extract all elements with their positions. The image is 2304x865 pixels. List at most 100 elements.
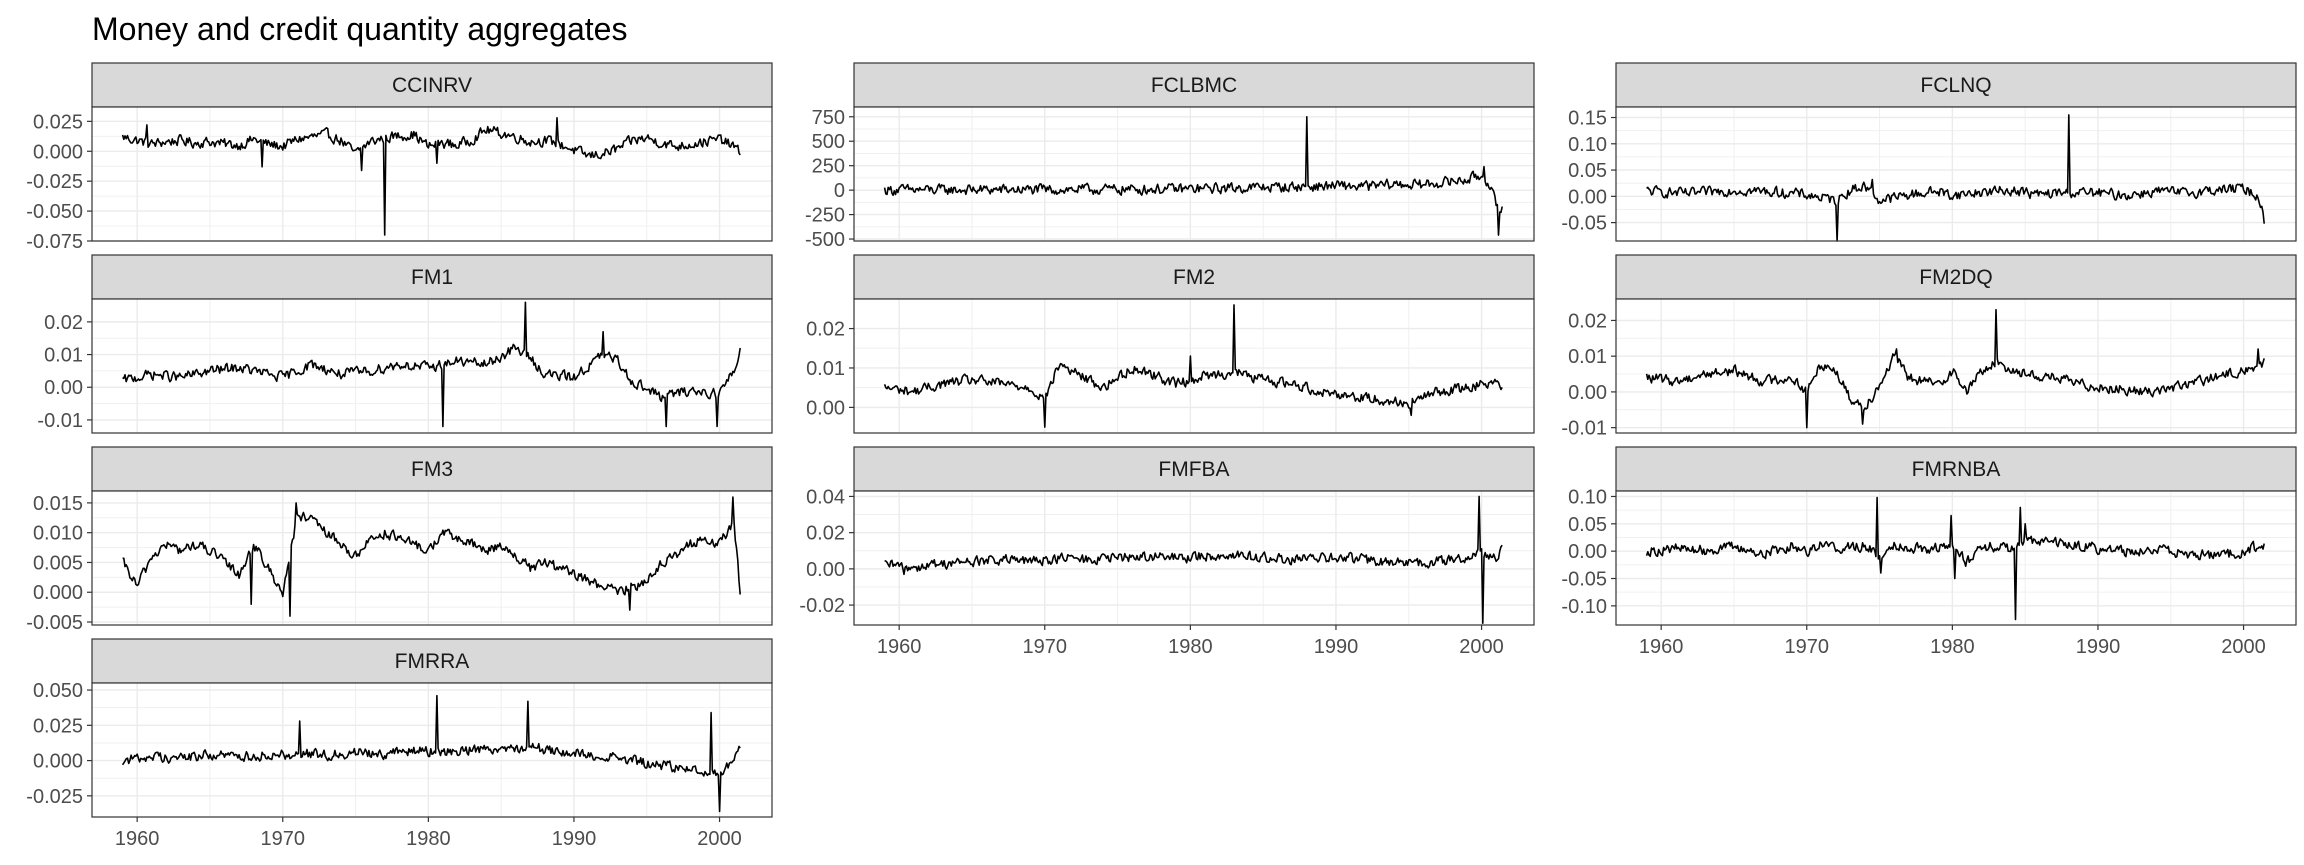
facet-strip-fm1 [91, 254, 773, 300]
y-tick-label: -0.05 [1561, 569, 1607, 591]
y-tick-label: 0.00 [1568, 186, 1607, 208]
y-tick-label: -0.005 [26, 612, 83, 634]
facet-label-fmrnba: FMRNBA [1912, 458, 2001, 481]
y-tick-label: -250 [805, 205, 845, 227]
y-tick-label: -0.01 [37, 410, 83, 432]
panel-border [91, 490, 773, 626]
x-tick-label: 1970 [261, 828, 306, 850]
y-tick-label: 0.10 [1568, 134, 1607, 156]
facet-label-fmrra: FMRRA [395, 650, 470, 673]
facet-strip-fmrra [91, 638, 773, 684]
x-tick-label: 1990 [2076, 636, 2121, 658]
facet-label-fm1: FM1 [411, 266, 453, 289]
series-line-fm2dq [1645, 308, 2265, 429]
y-tick-label: 0.025 [33, 111, 83, 133]
series-line-fmfba [884, 495, 1503, 624]
facet-strip-fmrnba [1615, 446, 2297, 492]
y-tick-label: 0.02 [44, 312, 83, 334]
facet-panel-fclnq: FCLNQ 0.15 0.10 0.05 0.00 -0.05 [1561, 62, 2297, 242]
facet-label-fm2dq: FM2DQ [1919, 266, 1993, 289]
y-tick-label: 0.015 [33, 493, 83, 515]
y-tick-label: 0.02 [1568, 310, 1607, 332]
facet-panel-fm1: FM1 0.02 0.01 0.00 -0.01 [37, 254, 773, 434]
y-tick-label: -0.05 [1561, 213, 1607, 235]
series-line-fmrra [121, 694, 741, 813]
y-tick-label: 0.01 [44, 345, 83, 367]
facet-strip-fm2dq [1615, 254, 2297, 300]
y-tick-label: 0.025 [33, 715, 83, 737]
y-tick-label: 0.01 [1568, 346, 1607, 368]
panel-border [853, 106, 1535, 242]
panel-border [1615, 106, 2297, 242]
facet-panel-fmrnba: FMRNBA 0.10 0.05 0.00 -0.05 -0.10 1960 1970 1980… [1561, 446, 2297, 658]
y-tick-label: 0.000 [33, 751, 83, 773]
series-line-fclbmc [883, 116, 1503, 236]
panel-border [853, 298, 1535, 434]
x-tick-label: 1980 [406, 828, 451, 850]
y-tick-label: 0.02 [806, 523, 845, 545]
facet-panel-fm3: FM3 0.015 0.010 0.005 0.000 -0.005 [26, 446, 773, 634]
series-line-fmrnba [1645, 496, 2265, 621]
chart-panels: CCINRV0.0250.000-0.025-0.050-0.075FCLBMC… [26, 62, 2297, 850]
series-line-fm1 [122, 301, 741, 428]
y-tick-label: 0.00 [806, 559, 845, 581]
y-tick-label: 0.00 [1568, 382, 1607, 404]
y-tick-label: -0.025 [26, 171, 83, 193]
y-tick-label: 0.050 [33, 680, 83, 702]
panel-background [1616, 299, 2296, 433]
facet-panel-fmrra: FMRRA 0.050 0.025 0.000 -0.025 1960 1970 1980 19… [26, 638, 773, 850]
facet-label-fm2: FM2 [1173, 266, 1215, 289]
y-tick-label: 0.00 [44, 377, 83, 399]
panel-border [1615, 490, 2297, 626]
panel-background [92, 491, 772, 625]
series-line-fm2 [883, 304, 1503, 428]
facet-strip-fmfba [853, 446, 1535, 492]
panel-border [91, 106, 773, 242]
x-tick-label: 2000 [2221, 636, 2266, 658]
panel-background [1616, 107, 2296, 241]
x-tick-label: 1990 [552, 828, 597, 850]
y-tick-label: -0.02 [799, 595, 845, 617]
facet-strip-fclnq [1615, 62, 2297, 108]
facet-strip-fm2 [853, 254, 1535, 300]
series-line-ccinrv [121, 117, 741, 236]
y-tick-label: 500 [812, 131, 845, 153]
chart-title: Money and credit quantity aggregates [92, 11, 627, 47]
facet-panel-fmfba: FMFBA 0.04 0.02 0.00 -0.02 1960 1970 1980 1990 20… [799, 446, 1535, 658]
y-tick-label: 0.01 [806, 358, 845, 380]
x-tick-label: 1960 [115, 828, 160, 850]
panel-background [854, 299, 1534, 433]
y-tick-label: 0.000 [33, 582, 83, 604]
facet-label-ccinrv: CCINRV [392, 74, 472, 97]
facet-panel-fm2dq: FM2DQ 0.02 0.01 0.00 -0.01 [1561, 254, 2297, 440]
y-tick-label: 0.05 [1568, 160, 1607, 182]
y-tick-label: 0.005 [33, 552, 83, 574]
y-tick-label: -0.050 [26, 201, 83, 223]
y-tick-label: 0.02 [806, 319, 845, 341]
x-tick-label: 1980 [1930, 636, 1975, 658]
panel-background [854, 107, 1534, 241]
y-tick-label: 750 [812, 107, 845, 129]
facet-strip-ccinrv [91, 62, 773, 108]
y-tick-label: -0.025 [26, 786, 83, 808]
panel-border [91, 682, 773, 818]
y-tick-label: 0 [834, 180, 845, 202]
facet-strip-fclbmc [853, 62, 1535, 108]
y-tick-label: -0.10 [1561, 596, 1607, 618]
x-tick-label: 1970 [1785, 636, 1830, 658]
x-tick-label: 2000 [1459, 636, 1504, 658]
y-tick-label: -500 [805, 229, 845, 251]
y-tick-label: 0.00 [806, 397, 845, 419]
facet-label-fclnq: FCLNQ [1920, 74, 1991, 97]
x-tick-label: 1960 [877, 636, 922, 658]
y-tick-label: 0.05 [1568, 514, 1607, 536]
panel-background [92, 683, 772, 817]
y-tick-label: 250 [812, 156, 845, 178]
facet-panel-ccinrv: CCINRV 0.025 0.000 -0.025 -0.050 -0.075 [26, 62, 773, 253]
facet-label-fmfba: FMFBA [1158, 458, 1229, 481]
panel-background [92, 107, 772, 241]
facet-label-fm3: FM3 [411, 458, 453, 481]
y-tick-label: 0.10 [1568, 486, 1607, 508]
